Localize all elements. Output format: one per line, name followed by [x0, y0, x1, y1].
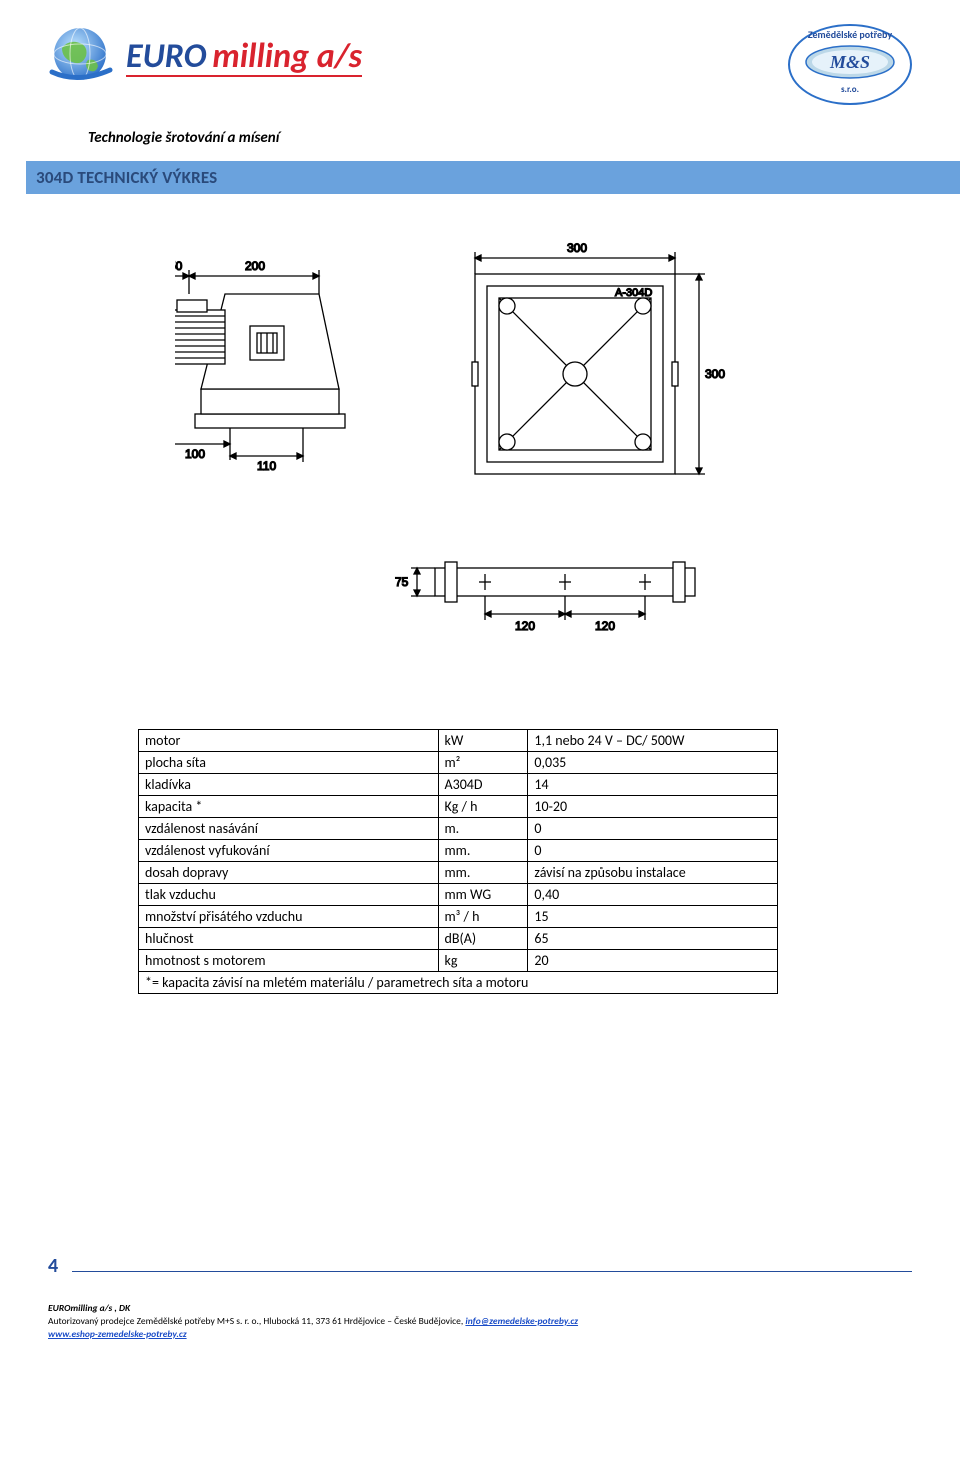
technical-drawings: 50 200 100 [48, 224, 912, 669]
spec-value: 0 [528, 818, 778, 840]
footer-line2-prefix: Autorizovaný prodejce Zemědělské potřeby… [48, 1315, 465, 1327]
table-note-row: *= kapacita závisí na mletém materiálu /… [139, 972, 778, 994]
spec-unit: Kg / h [438, 796, 528, 818]
spec-value: 15 [528, 906, 778, 928]
spec-label: plocha síta [139, 752, 439, 774]
spec-label: vzdálenost nasávání [139, 818, 439, 840]
spec-label: hlučnost [139, 928, 439, 950]
footer-www-link[interactable]: www.eshop-zemedelske-potreby.cz [48, 1328, 187, 1340]
spec-value: 65 [528, 928, 778, 950]
footer-line1: EUROmilling a/s , DK [48, 1302, 912, 1315]
label-a304d: A-304D [615, 287, 652, 299]
globe-icon [48, 24, 116, 89]
spec-unit: m² [438, 752, 528, 774]
dim-300w: 300 [567, 241, 587, 255]
spec-table: motorkW1,1 nebo 24 V – DC/ 500Wplocha sí… [138, 729, 778, 994]
ms-ellipse-icon: M&S [802, 42, 898, 82]
dim-75: 75 [395, 575, 409, 589]
table-row: tlak vzduchumm WG0,40 [139, 884, 778, 906]
dim-110: 110 [257, 459, 276, 473]
dim-120b: 120 [595, 619, 615, 633]
spec-unit: mm. [438, 862, 528, 884]
spec-label: kapacita * [139, 796, 439, 818]
spec-note: *= kapacita závisí na mletém materiálu /… [139, 972, 778, 994]
spec-label: hmotnost s motorem [139, 950, 439, 972]
page-footer-rule: 4 [48, 1254, 912, 1278]
table-row: dosah dopravymm.závisí na způsobu instal… [139, 862, 778, 884]
footer-line2: Autorizovaný prodejce Zemědělské potřeby… [48, 1315, 912, 1328]
spec-label: tlak vzduchu [139, 884, 439, 906]
spec-unit: dB(A) [438, 928, 528, 950]
page-number: 4 [48, 1254, 58, 1278]
spec-value: 0 [528, 840, 778, 862]
table-row: motorkW1,1 nebo 24 V – DC/ 500W [139, 730, 778, 752]
table-row: množství přisátého vzduchum³ / h15 [139, 906, 778, 928]
table-row: hlučnostdB(A)65 [139, 928, 778, 950]
spec-label: motor [139, 730, 439, 752]
dim-300h: 300 [705, 367, 725, 381]
spec-value: 14 [528, 774, 778, 796]
spec-label: množství přisátého vzduchu [139, 906, 439, 928]
brand-logo-right: Zemědělské potřeby M&S s.r.o. [788, 24, 912, 105]
table-row: vzdálenost vyfukovánímm.0 [139, 840, 778, 862]
spec-value: 1,1 nebo 24 V – DC/ 500W [528, 730, 778, 752]
dim-100: 100 [185, 447, 205, 461]
spec-value: 20 [528, 950, 778, 972]
page-rule [72, 1271, 912, 1272]
table-row: kladívkaA304D14 [139, 774, 778, 796]
spec-value: 10-20 [528, 796, 778, 818]
spec-unit: A304D [438, 774, 528, 796]
right-badge-bottom: s.r.o. [802, 84, 898, 95]
spec-label: vzdálenost vyfukování [139, 840, 439, 862]
table-row: kapacita *Kg / h10-20 [139, 796, 778, 818]
spec-unit: m³ / h [438, 906, 528, 928]
footer-email-link[interactable]: info@zemedelske-potreby.cz [465, 1315, 578, 1327]
section-bar: 304D TECHNICKÝ VÝKRES [26, 161, 960, 194]
drawing-svg: 50 200 100 [175, 224, 785, 664]
right-badge-top: Zemědělské potřeby [802, 30, 898, 40]
page-header: EURO milling a/s Zemědělské potřeby M&S … [48, 24, 912, 105]
brand-part2: milling a/s [212, 36, 362, 77]
brand-text-block: EURO milling a/s [126, 36, 362, 77]
spec-label: kladívka [139, 774, 439, 796]
spec-unit: kg [438, 950, 528, 972]
table-row: hmotnost s motoremkg20 [139, 950, 778, 972]
doc-subtitle: Technologie šrotování a mísení [88, 129, 912, 147]
dim-120a: 120 [515, 619, 535, 633]
spec-unit: mm WG [438, 884, 528, 906]
brand-part1: EURO [126, 36, 206, 77]
spec-value: 0,035 [528, 752, 778, 774]
svg-text:M&S: M&S [829, 52, 870, 72]
spec-unit: m. [438, 818, 528, 840]
table-row: vzdálenost nasáváním.0 [139, 818, 778, 840]
spec-unit: mm. [438, 840, 528, 862]
dim-50: 50 [175, 259, 183, 273]
table-row: plocha sítam²0,035 [139, 752, 778, 774]
spec-value: závisí na způsobu instalace [528, 862, 778, 884]
brand-logo-left: EURO milling a/s [48, 24, 362, 89]
dim-200: 200 [245, 259, 265, 273]
spec-label: dosah dopravy [139, 862, 439, 884]
footer-text: EUROmilling a/s , DK Autorizovaný prodej… [48, 1302, 912, 1340]
spec-unit: kW [438, 730, 528, 752]
spec-value: 0,40 [528, 884, 778, 906]
